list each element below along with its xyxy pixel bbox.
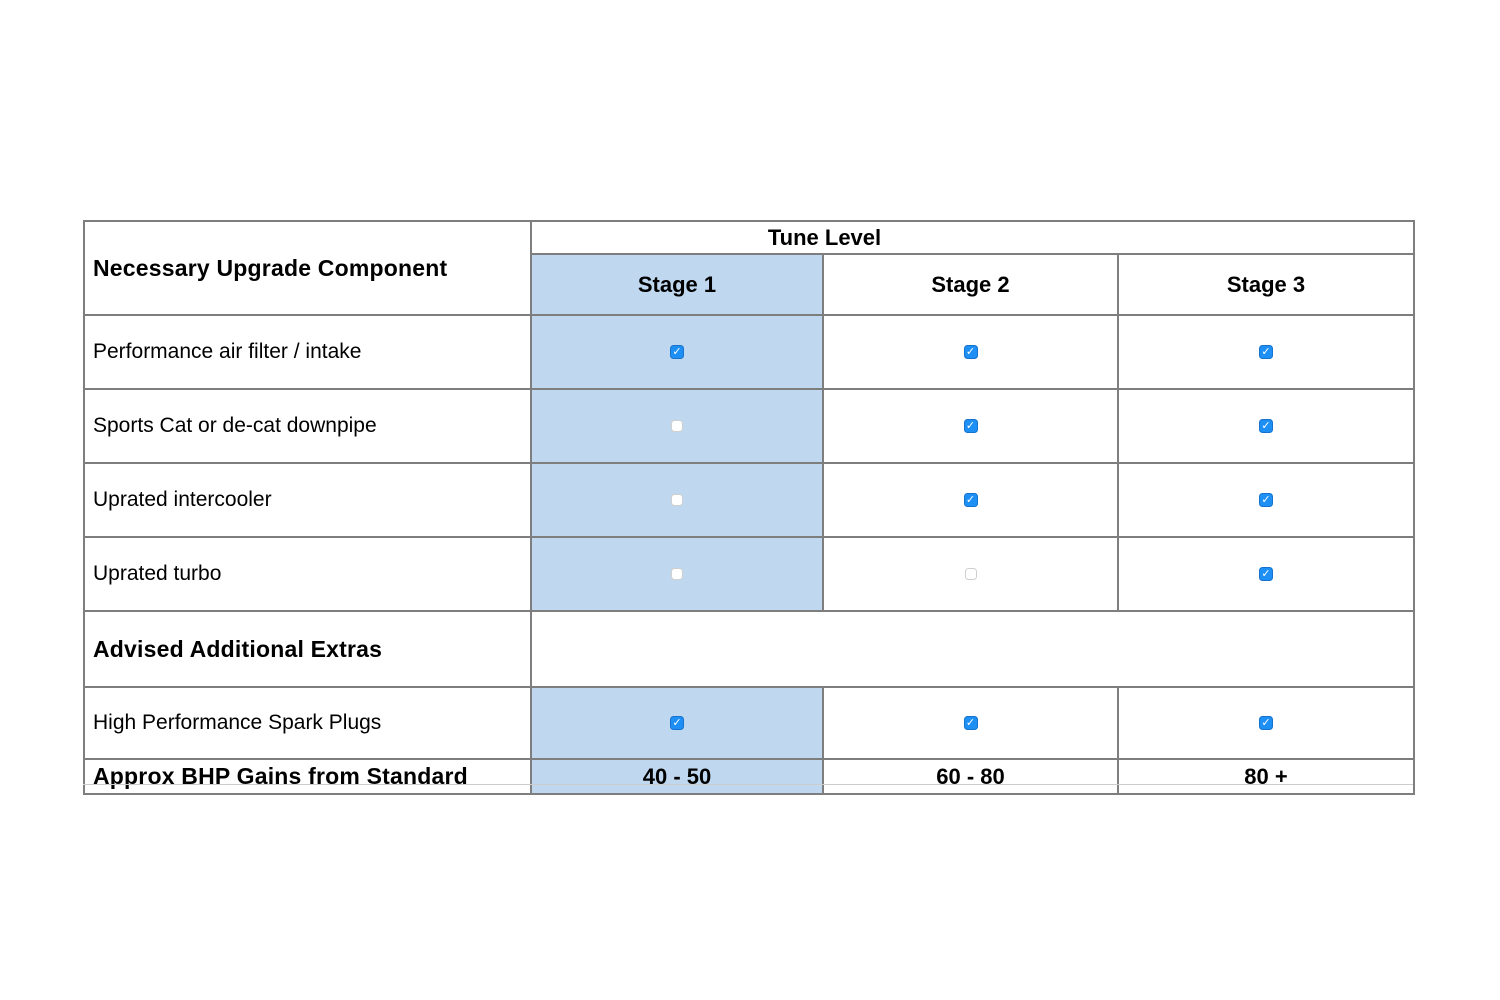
stage-header-row: Stage 1 Stage 2 Stage 3 [84, 253, 1415, 316]
checkbox-spark-plugs-stage-3[interactable] [1259, 715, 1273, 730]
checkbox-air-filter-stage-2[interactable] [963, 344, 978, 359]
stage-2-cell [822, 536, 1119, 612]
component-row-spark-plugs: High Performance Spark Plugs [83, 686, 1415, 760]
stage-2-cell [822, 462, 1119, 538]
checkbox-air-filter-stage-3[interactable] [1259, 344, 1273, 359]
tune-level-header: Tune Level [530, 220, 1415, 255]
stage-2-cell [822, 686, 1119, 760]
checkbox-turbo-stage-1[interactable] [671, 567, 683, 580]
stage-3-header: Stage 3 [1117, 253, 1415, 316]
checkbox-spark-plugs-stage-1[interactable] [670, 715, 684, 730]
checkbox-intercooler-stage-3[interactable] [1259, 492, 1273, 507]
stage-3-cell [1117, 462, 1415, 538]
component-label-downpipe: Sports Cat or de-cat downpipe [83, 388, 532, 464]
stage-2-cell [822, 388, 1119, 464]
component-label-spark-plugs: High Performance Spark Plugs [83, 686, 532, 760]
advised-extras-header: Advised Additional Extras [83, 610, 532, 688]
advised-extras-empty-cell [530, 610, 1415, 688]
checkbox-intercooler-stage-1[interactable] [671, 493, 683, 506]
bhp-value-stage-2: 60 - 80 [822, 758, 1119, 795]
component-row-air-filter: Performance air filter / intake [83, 314, 1415, 390]
checkbox-intercooler-stage-2[interactable] [963, 492, 978, 507]
tune-level-table: Necessary Upgrade Component Tune Level S… [83, 220, 1415, 795]
component-label-air-filter: Performance air filter / intake [83, 314, 532, 390]
component-row-downpipe: Sports Cat or de-cat downpipe [83, 388, 1415, 464]
stage-3-cell [1117, 388, 1415, 464]
stage-3-cell [1117, 314, 1415, 390]
checkbox-air-filter-stage-1[interactable] [670, 344, 684, 359]
stage-1-cell [530, 462, 824, 538]
component-column-header: Necessary Upgrade Component [83, 220, 532, 316]
checkbox-spark-plugs-stage-2[interactable] [963, 715, 978, 730]
checkbox-downpipe-stage-1[interactable] [671, 419, 683, 432]
checkbox-downpipe-stage-2[interactable] [963, 418, 978, 433]
bhp-gains-label: Approx BHP Gains from Standard [83, 758, 532, 795]
checkbox-turbo-stage-3[interactable] [1259, 566, 1273, 581]
stage-1-header: Stage 1 [530, 253, 824, 316]
stage-3-cell [1117, 686, 1415, 760]
bhp-value-stage-3: 80 + [1117, 758, 1415, 795]
checkbox-downpipe-stage-3[interactable] [1259, 418, 1273, 433]
stage-2-cell [822, 314, 1119, 390]
stage-3-cell [1117, 536, 1415, 612]
component-row-intercooler: Uprated intercooler [83, 462, 1415, 538]
component-label-turbo: Uprated turbo [83, 536, 532, 612]
tune-level-row: Necessary Upgrade Component Tune Level [83, 220, 1415, 316]
bhp-gains-row: Approx BHP Gains from Standard 40 - 50 6… [83, 758, 1415, 795]
advised-extras-row: Advised Additional Extras [83, 610, 1415, 688]
stage-2-header: Stage 2 [822, 253, 1119, 316]
bhp-value-stage-1: 40 - 50 [530, 758, 824, 795]
checkbox-turbo-stage-2[interactable] [964, 567, 977, 580]
component-label-intercooler: Uprated intercooler [83, 462, 532, 538]
stage-1-cell [530, 686, 824, 760]
stage-1-cell [530, 388, 824, 464]
component-row-turbo: Uprated turbo [83, 536, 1415, 612]
stage-1-cell [530, 314, 824, 390]
faint-bottom-gridline [83, 784, 1413, 785]
stage-1-cell [530, 536, 824, 612]
